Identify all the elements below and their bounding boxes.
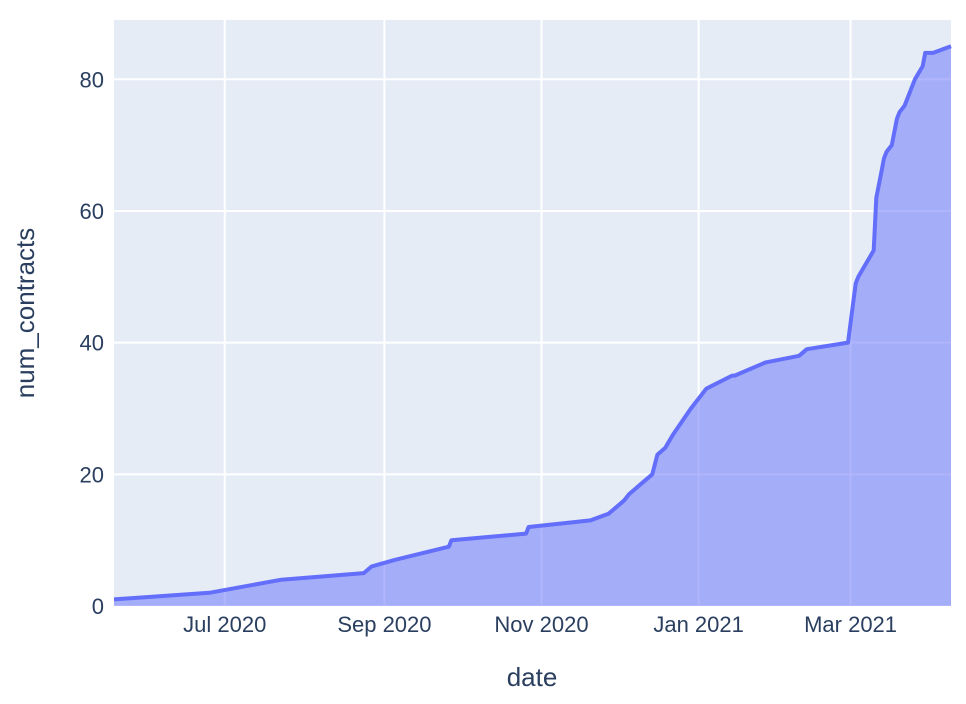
y-tick-label: 40 — [80, 331, 104, 356]
x-tick-label: Jan 2021 — [653, 612, 744, 637]
series-layer — [113, 44, 952, 607]
y-axis-title: num_contracts — [10, 228, 40, 399]
x-tick-label: Jul 2020 — [183, 612, 266, 637]
area-fill — [114, 46, 951, 607]
y-tick-label: 80 — [80, 67, 104, 92]
y-tick-label: 20 — [80, 462, 104, 487]
y-tick-label: 0 — [92, 594, 104, 619]
x-tick-label: Nov 2020 — [494, 612, 588, 637]
tick-labels: Jul 2020 Sep 2020 Nov 2020 Jan 2021 Mar 2021… — [80, 67, 898, 637]
x-tick-label: Sep 2020 — [337, 612, 431, 637]
x-tick-label: Mar 2021 — [804, 612, 897, 637]
y-tick-label: 60 — [80, 199, 104, 224]
x-axis-title: date — [507, 662, 558, 692]
series-line — [113, 44, 952, 602]
